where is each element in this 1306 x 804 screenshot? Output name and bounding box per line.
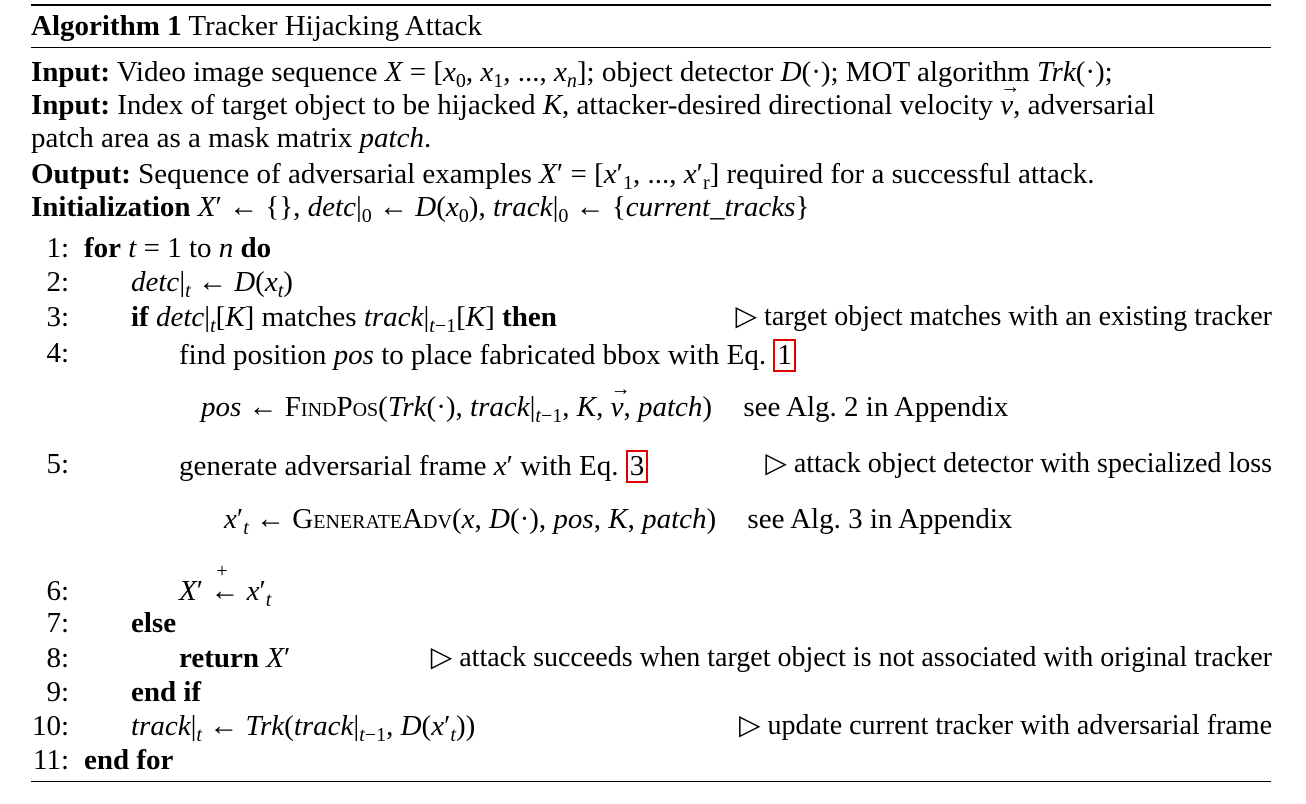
line-number: 3:	[46, 301, 69, 333]
equation-note: see Alg. 3 in Appendix	[747, 503, 1013, 535]
init-line: Initialization X′ ← {}, detc|0 ← D(x0), …	[31, 191, 810, 227]
algorithm-label: Algorithm 1	[31, 10, 182, 42]
line-number: 1:	[46, 232, 69, 264]
equation-findpos: pos ← FindPos(Trk(·), track|t−1, K, v, p…	[201, 379, 1009, 426]
input-line-1: Input: Video image sequence X = [x0, x1,…	[31, 56, 1113, 92]
step-5: generate adversarial frame x′ with Eq. 3	[179, 450, 649, 483]
line-number: 6:	[46, 575, 69, 607]
algorithm-caption: Algorithm 1 Tracker Hijacking Attack	[31, 12, 482, 41]
keyword-if: if	[131, 301, 149, 333]
init-text: X′ ← {}, detc|0 ← D(x0), track|0 ← {curr…	[197, 191, 810, 227]
step-10: track|t ← Trk(track|t−1, D(x′t))	[131, 710, 476, 746]
equation-note: see Alg. 2 in Appendix	[743, 391, 1009, 423]
line-number: 2:	[46, 266, 69, 298]
line-number: 11:	[33, 744, 69, 776]
bottom-rule	[31, 781, 1271, 782]
step-2: detc|t ← D(xt)	[131, 266, 293, 302]
keyword-end-for: end for	[84, 744, 174, 776]
keyword-then: then	[502, 301, 557, 333]
step-4: find position pos to place fabricated bb…	[179, 339, 796, 372]
equation-ref-link[interactable]: 1	[773, 339, 796, 372]
line-number: 10:	[31, 710, 69, 742]
algorithm-title: Tracker Hijacking Attack	[188, 10, 483, 42]
title-rule	[31, 47, 1271, 48]
keyword-return: return	[179, 642, 260, 674]
equation-ref-link[interactable]: 3	[625, 450, 649, 483]
input-text: Video image sequence X = [x0, x1, ..., x…	[116, 56, 1113, 92]
input-line-2b: patch area as a mask matrix patch.	[31, 122, 432, 154]
step-3: if detc|t[K] matches track|t−1[K] then	[131, 301, 557, 337]
keyword-else: else	[131, 607, 177, 639]
input-label-2: Input:	[31, 89, 110, 121]
input-text-2a: Index of target object to be hijacked K,…	[117, 77, 1155, 121]
comment-step-3: ▷ target object matches with an existing…	[735, 301, 1273, 332]
comment-step-10: ▷ update current tracker with adversaria…	[738, 710, 1272, 741]
step-6: X′ ← + x′t	[179, 560, 272, 611]
top-rule	[31, 4, 1271, 6]
line-number: 4:	[46, 337, 69, 369]
comment-step-8: ▷ attack succeeds when target object is …	[430, 642, 1272, 673]
line-number: 9:	[46, 676, 69, 708]
line-number: 7:	[46, 607, 69, 639]
keyword-end-if: end if	[131, 676, 202, 708]
output-label: Output:	[31, 158, 131, 190]
keyword-do: do	[240, 232, 272, 264]
output-line: Output: Sequence of adversarial examples…	[31, 158, 1095, 194]
line-number: 5:	[46, 448, 69, 480]
output-text: Sequence of adversarial examples X′ = [x…	[138, 158, 1095, 194]
step-8: return X′	[179, 642, 291, 674]
step-1: for t = 1 to n do	[84, 232, 272, 264]
input-label: Input:	[31, 56, 110, 88]
equation-generateadv: x′t ← GenerateAdv(x, D(·), pos, K, patch…	[224, 503, 1013, 539]
comment-step-5: ▷ attack object detector with specialize…	[765, 448, 1272, 479]
input-line-2: Input: Index of target object to be hija…	[31, 77, 1155, 121]
keyword-for: for	[84, 232, 122, 264]
init-label: Initialization	[31, 191, 191, 223]
line-number: 8:	[46, 642, 69, 674]
